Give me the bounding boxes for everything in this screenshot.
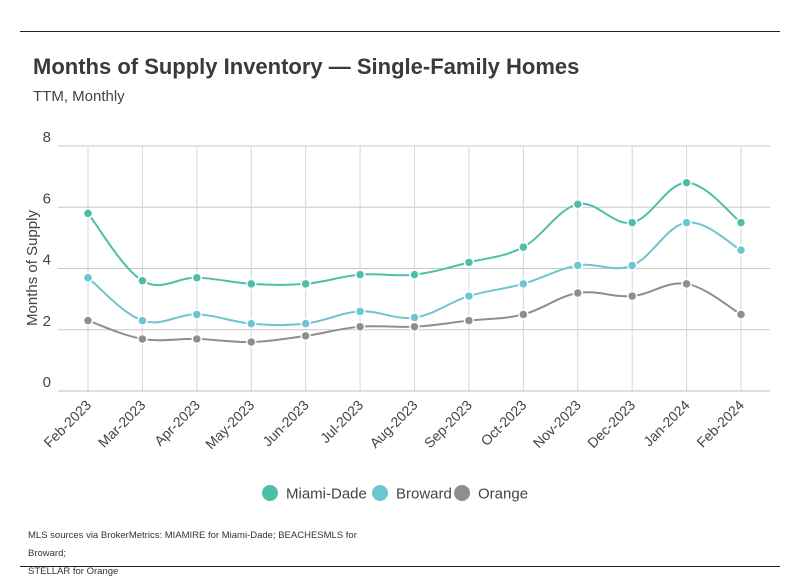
legend-label-orange: Orange xyxy=(478,486,528,503)
data-point-miami-dade xyxy=(354,269,366,280)
data-point-orange xyxy=(735,309,747,320)
top-rule xyxy=(20,31,780,32)
data-point-orange xyxy=(463,315,475,326)
data-point-broward xyxy=(735,244,747,256)
data-point-orange xyxy=(137,333,148,345)
legend-item-orange: Orange xyxy=(454,485,528,503)
bottom-rule xyxy=(20,566,780,567)
x-tick-label: Apr-2023 xyxy=(151,397,203,449)
data-point-orange xyxy=(354,321,366,332)
data-point-miami-dade xyxy=(300,278,311,290)
data-point-orange xyxy=(82,315,94,326)
y-tick-label: 8 xyxy=(43,129,51,146)
chart-subtitle: TTM, Monthly xyxy=(33,88,125,105)
data-point-broward xyxy=(191,309,203,320)
source-note: MLS sources via BrokerMetrics: MIAMIRE f… xyxy=(28,527,388,581)
legend-marker-orange xyxy=(454,485,470,501)
data-point-orange xyxy=(300,330,311,342)
data-point-broward xyxy=(300,318,311,329)
legend-marker-miami-dade xyxy=(262,485,278,501)
data-point-miami-dade xyxy=(735,217,747,228)
data-point-orange xyxy=(681,278,692,290)
data-point-miami-dade xyxy=(246,278,257,290)
y-tick-label: 0 xyxy=(43,374,51,391)
data-point-broward xyxy=(463,290,475,302)
data-point-broward xyxy=(354,306,366,317)
data-point-miami-dade xyxy=(191,272,203,283)
x-tick-label: May-2023 xyxy=(202,397,257,452)
y-tick-label: 6 xyxy=(43,190,51,207)
data-point-orange xyxy=(246,336,257,348)
data-point-broward xyxy=(518,278,529,290)
legend-item-broward: Broward xyxy=(372,485,452,503)
data-point-miami-dade xyxy=(137,275,148,286)
data-point-orange xyxy=(626,290,638,302)
data-point-broward xyxy=(137,315,148,326)
data-point-miami-dade xyxy=(518,241,529,253)
data-point-broward xyxy=(681,217,692,228)
data-point-miami-dade xyxy=(409,269,420,280)
legend-label-broward: Broward xyxy=(396,486,452,503)
y-axis-label: Months of Supply xyxy=(24,210,41,326)
data-point-miami-dade xyxy=(82,208,94,219)
chart-title: Months of Supply Inventory — Single-Fami… xyxy=(33,54,580,79)
data-point-broward xyxy=(246,318,257,329)
x-tick-label: Sep-2023 xyxy=(421,397,475,451)
x-tick-label: Feb-2024 xyxy=(693,397,747,451)
data-point-miami-dade xyxy=(463,257,475,268)
line-chart: 0 2 4 6 8 Months of Supply Feb-2023 Mar-2023 Apr… xyxy=(24,129,770,503)
data-point-broward xyxy=(409,312,420,323)
x-tick-label: Jan-2024 xyxy=(640,397,693,450)
x-tick-label: Jul-2023 xyxy=(317,397,366,446)
data-point-orange xyxy=(191,333,203,345)
x-tick-label: Mar-2023 xyxy=(95,397,149,451)
x-tick-label: Aug-2023 xyxy=(366,397,420,451)
legend-item-miami-dade: Miami-Dade xyxy=(262,485,367,503)
legend-marker-broward xyxy=(372,485,388,501)
data-point-orange xyxy=(409,321,420,332)
data-point-miami-dade xyxy=(626,217,638,228)
x-tick-label: Dec-2023 xyxy=(584,397,638,451)
x-tick-label: Nov-2023 xyxy=(530,397,584,451)
legend-label-miami-dade: Miami-Dade xyxy=(286,486,367,503)
source-line-2: STELLAR for Orange xyxy=(28,566,119,577)
x-tick-label: Oct-2023 xyxy=(477,397,529,449)
data-point-orange xyxy=(518,309,529,320)
x-tick-label: Feb-2023 xyxy=(40,397,94,451)
data-point-miami-dade xyxy=(681,177,692,188)
data-point-broward xyxy=(572,260,583,271)
x-tick-label: Jun-2023 xyxy=(259,397,312,450)
source-line-1: MLS sources via BrokerMetrics: MIAMIRE f… xyxy=(28,530,357,559)
y-tick-label: 2 xyxy=(43,313,51,330)
data-point-miami-dade xyxy=(572,198,583,210)
data-point-broward xyxy=(82,272,94,283)
y-tick-label: 4 xyxy=(43,252,51,269)
data-point-orange xyxy=(572,287,583,299)
data-point-broward xyxy=(626,260,638,271)
